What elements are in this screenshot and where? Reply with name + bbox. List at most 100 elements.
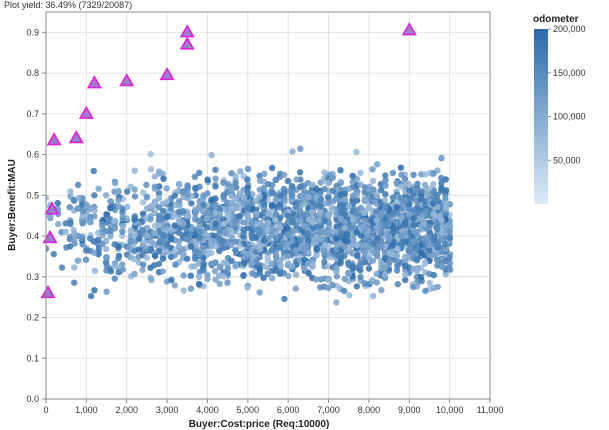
pareto-triangle [44, 201, 60, 215]
data-point [430, 210, 437, 217]
data-point [309, 181, 316, 188]
data-point [244, 251, 251, 258]
data-point [91, 287, 98, 294]
data-point [256, 229, 263, 237]
data-point [184, 255, 191, 262]
data-point [252, 197, 259, 204]
data-point [417, 224, 425, 231]
data-point [127, 254, 134, 261]
data-point [264, 219, 272, 226]
data-point [253, 210, 260, 218]
data-point [401, 262, 409, 270]
data-point [353, 148, 360, 156]
data-point [62, 220, 69, 227]
data-point [99, 223, 106, 230]
data-point [168, 226, 175, 234]
data-point [144, 224, 151, 231]
data-point [317, 203, 324, 210]
data-point [260, 274, 267, 281]
data-point [203, 224, 211, 231]
data-point [147, 239, 155, 246]
data-point [232, 173, 239, 180]
data-point [414, 180, 421, 187]
data-point [87, 235, 94, 242]
data-point [244, 213, 251, 220]
data-point [115, 269, 122, 276]
data-point [361, 242, 368, 249]
data-point [389, 242, 396, 249]
data-point [188, 200, 195, 207]
x-tick-label: 6,000 [277, 405, 300, 415]
data-point [353, 283, 360, 290]
x-tick-label: 0 [43, 405, 48, 415]
data-point [264, 270, 271, 278]
x-tick-label: 3,000 [156, 405, 179, 415]
data-point [261, 170, 268, 177]
data-point [438, 179, 445, 187]
data-point [350, 235, 357, 242]
data-point [308, 208, 316, 216]
x-tick-label: 11,000 [477, 405, 504, 415]
data-point [151, 252, 159, 259]
data-point [373, 279, 381, 286]
data-point [276, 201, 284, 208]
data-point [131, 193, 139, 200]
data-point [365, 227, 372, 234]
data-point [240, 219, 248, 226]
data-point [301, 200, 308, 208]
data-point [337, 167, 344, 174]
data-point [172, 261, 179, 268]
data-point [401, 238, 409, 246]
data-point [208, 196, 215, 203]
data-point [269, 275, 276, 282]
data-point [369, 177, 377, 185]
data-point [204, 176, 211, 183]
data-point [353, 242, 361, 249]
data-point [196, 205, 203, 213]
data-point [361, 223, 368, 230]
data-point [446, 228, 453, 235]
y-tick-label: 0.3 [26, 272, 39, 282]
data-point [418, 188, 425, 195]
data-point [406, 187, 413, 194]
data-point [434, 240, 441, 248]
data-point [406, 211, 413, 218]
data-point [102, 259, 110, 266]
data-point [333, 252, 340, 259]
data-point [422, 260, 429, 267]
data-point [438, 154, 445, 162]
data-point [115, 203, 123, 210]
data-point [147, 264, 154, 271]
data-point [155, 194, 163, 202]
data-point [292, 285, 299, 292]
data-point [430, 200, 437, 207]
data-point [321, 229, 328, 236]
data-point [224, 211, 232, 218]
data-point [382, 205, 389, 212]
data-point [46, 194, 49, 202]
data-point [160, 175, 167, 182]
data-point [447, 266, 454, 273]
data-point [127, 239, 135, 246]
data-point [341, 287, 348, 295]
pareto-triangle [159, 67, 175, 81]
data-point [99, 232, 106, 239]
data-point [414, 209, 421, 217]
data-point [107, 227, 114, 234]
data-point [67, 188, 74, 195]
data-point [91, 213, 98, 220]
data-point [196, 251, 203, 258]
data-point [349, 263, 356, 270]
data-point [103, 254, 110, 261]
data-point [192, 185, 199, 193]
data-point [312, 276, 320, 283]
data-point [240, 271, 247, 279]
data-point [289, 148, 296, 155]
data-point [140, 189, 147, 196]
data-point [204, 232, 211, 240]
data-point [240, 226, 247, 233]
data-point [164, 213, 171, 220]
pareto-triangle [119, 73, 135, 87]
data-point [155, 204, 163, 211]
data-point [374, 234, 381, 242]
